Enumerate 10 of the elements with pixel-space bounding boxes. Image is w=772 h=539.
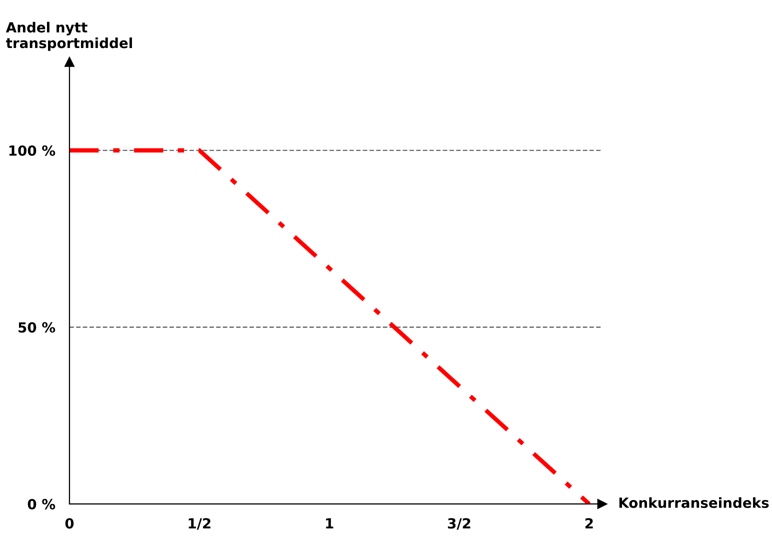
y-axis-title: Andel nytt transportmiddel xyxy=(6,22,132,51)
x-tick-label: 3/2 xyxy=(448,518,470,530)
x-tick-label: 1 xyxy=(326,518,334,528)
y-tick-label: 0 % xyxy=(28,498,56,510)
y-tick-label: 50 % xyxy=(18,322,56,333)
x-tick-label: 2 xyxy=(585,518,593,528)
x-tick-label: 1/2 xyxy=(188,518,210,530)
x-tick-label: 0 xyxy=(65,518,74,529)
x-axis-title: Konkurranseindeks xyxy=(619,497,769,508)
y-tick-label: 100 % xyxy=(9,145,56,156)
